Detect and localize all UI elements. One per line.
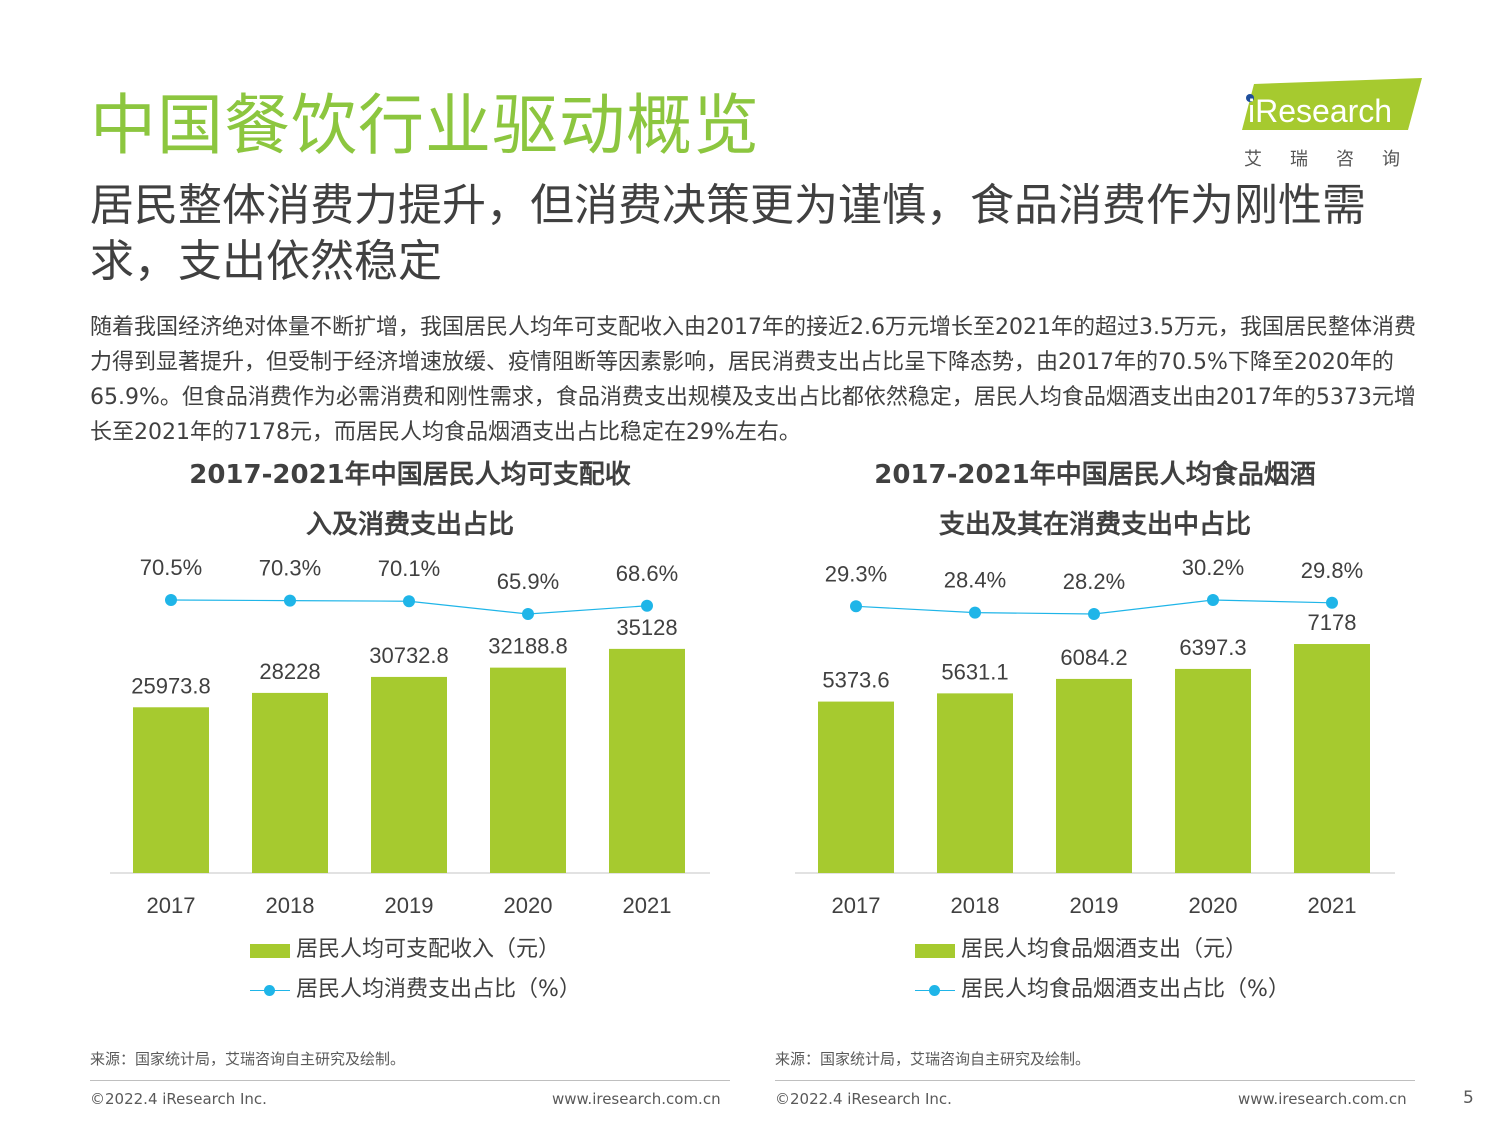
bar [490, 667, 566, 873]
ratio-point [1326, 596, 1338, 609]
bar-value-label: 28228 [259, 659, 320, 684]
footer-divider [775, 1080, 1415, 1081]
chart2-title: 2017-2021年中国居民人均食品烟酒 支出及其在消费支出中占比 [815, 450, 1375, 550]
bar-value-label: 6084.2 [1060, 645, 1127, 670]
intro-paragraph: 随着我国经济绝对体量不断扩增，我国居民人均年可支配收入由2017年的接近2.6万… [90, 315, 1416, 445]
chart1-source: 来源：国家统计局，艾瑞咨询自主研究及绘制。 [90, 1050, 406, 1068]
bar-value-label: 5631.1 [941, 659, 1008, 684]
legend-label: 居民人均食品烟酒支出（元） [961, 937, 1248, 962]
ratio-value-label: 70.5% [140, 555, 202, 580]
legend-item-line: 居民人均食品烟酒支出占比（%） [915, 970, 1355, 1010]
legend-label: 居民人均消费支出占比（%） [296, 977, 581, 1002]
legend-item-bar: 居民人均可支配收入（元） [250, 930, 670, 970]
bar-value-label: 30732.8 [369, 643, 449, 668]
bar [133, 707, 209, 873]
ratio-point [403, 595, 415, 608]
ratio-point [969, 606, 981, 619]
bar-value-label: 7178 [1308, 610, 1357, 635]
ratio-point [850, 600, 862, 613]
ratio-point [165, 594, 177, 606]
chart2-title-line2: 支出及其在消费支出中占比 [938, 510, 1251, 540]
footer-url[interactable]: www.iresearch.com.cn [552, 1090, 721, 1108]
bar [1175, 668, 1251, 873]
chart2-plot: 5373.6 2017 5631.1 2018 6084.2 2019 6397.3 2020… [795, 555, 1395, 918]
ratio-value-label: 30.2% [1182, 555, 1244, 580]
bar-value-label: 35128 [616, 615, 677, 640]
legend-item-bar: 居民人均食品烟酒支出（元） [915, 930, 1355, 970]
chart1-plot: 25973.8 2017 28228 2018 30732.8 2019 32188.8 20… [110, 555, 710, 918]
ratio-value-label: 70.3% [259, 556, 321, 581]
bar-value-label: 5373.6 [822, 668, 889, 693]
x-tick-label: 2020 [504, 893, 553, 918]
x-tick-label: 2019 [385, 893, 434, 918]
legend-label: 居民人均食品烟酒支出占比（%） [961, 977, 1290, 1002]
chart1-title: 2017-2021年中国居民人均可支配收 入及消费支出占比 [130, 450, 690, 550]
page-number: 5 [1463, 1088, 1474, 1108]
footer-url[interactable]: www.iresearch.com.cn [1238, 1090, 1407, 1108]
ratio-point [284, 594, 296, 607]
bar [937, 693, 1013, 873]
ratio-value-label: 29.8% [1301, 558, 1363, 583]
bar [1294, 644, 1370, 873]
legend-item-line: 居民人均消费支出占比（%） [250, 970, 670, 1010]
x-tick-label: 2020 [1189, 893, 1238, 918]
bar [252, 692, 328, 873]
logo-text: iResearch [1248, 93, 1392, 129]
ratio-value-label: 29.3% [825, 561, 887, 586]
bar [1056, 678, 1132, 873]
footer-copyright: ©2022.4 iResearch Inc. [90, 1090, 267, 1108]
iresearch-logo: iResearch [1242, 78, 1422, 130]
ratio-point [641, 599, 653, 612]
footer-divider [90, 1080, 730, 1081]
chart1-title-line2: 入及消费支出占比 [305, 510, 514, 540]
ratio-value-label: 28.2% [1063, 569, 1125, 594]
legend-dot-swatch [929, 985, 940, 996]
ratio-point [1088, 608, 1100, 620]
chart2-title-line1: 2017-2021年中国居民人均食品烟酒 [874, 460, 1316, 490]
footer-copyright: ©2022.4 iResearch Inc. [775, 1090, 952, 1108]
x-tick-label: 2018 [951, 893, 1000, 918]
bar-value-label: 25973.8 [131, 673, 211, 698]
logo-subtitle: 艾瑞咨询 [1244, 149, 1428, 170]
ratio-point [522, 608, 534, 620]
bar [609, 648, 685, 873]
ratio-value-label: 70.1% [378, 556, 440, 581]
x-tick-label: 2019 [1070, 893, 1119, 918]
legend-label: 居民人均可支配收入（元） [296, 937, 561, 962]
x-tick-label: 2017 [147, 893, 196, 918]
chart2-legend: 居民人均食品烟酒支出（元） 居民人均食品烟酒支出占比（%） [915, 930, 1355, 1010]
x-tick-label: 2021 [623, 893, 672, 918]
chart2-source: 来源：国家统计局，艾瑞咨询自主研究及绘制。 [775, 1050, 1091, 1068]
legend-bar-swatch [250, 944, 290, 958]
ratio-value-label: 68.6% [616, 561, 678, 586]
bar [371, 676, 447, 873]
ratio-point [1207, 594, 1219, 606]
chart1-legend: 居民人均可支配收入（元） 居民人均消费支出占比（%） [250, 930, 670, 1010]
legend-dot-swatch [264, 985, 275, 996]
page-title: 中国餐饮行业驱动概览 [90, 87, 760, 164]
legend-bar-swatch [915, 944, 955, 958]
page-subtitle: 居民整体消费力提升，但消费决策更为谨慎，食品消费作为刚性需求，支出依然稳定 [90, 180, 1366, 287]
chart1-title-line1: 2017-2021年中国居民人均可支配收 [189, 460, 631, 490]
bar [818, 701, 894, 873]
x-tick-label: 2021 [1308, 893, 1357, 918]
bar-value-label: 32188.8 [488, 634, 568, 659]
x-tick-label: 2017 [832, 893, 881, 918]
ratio-value-label: 65.9% [497, 569, 559, 594]
x-tick-label: 2018 [266, 893, 315, 918]
ratio-value-label: 28.4% [944, 568, 1006, 593]
bar-value-label: 6397.3 [1179, 635, 1246, 660]
